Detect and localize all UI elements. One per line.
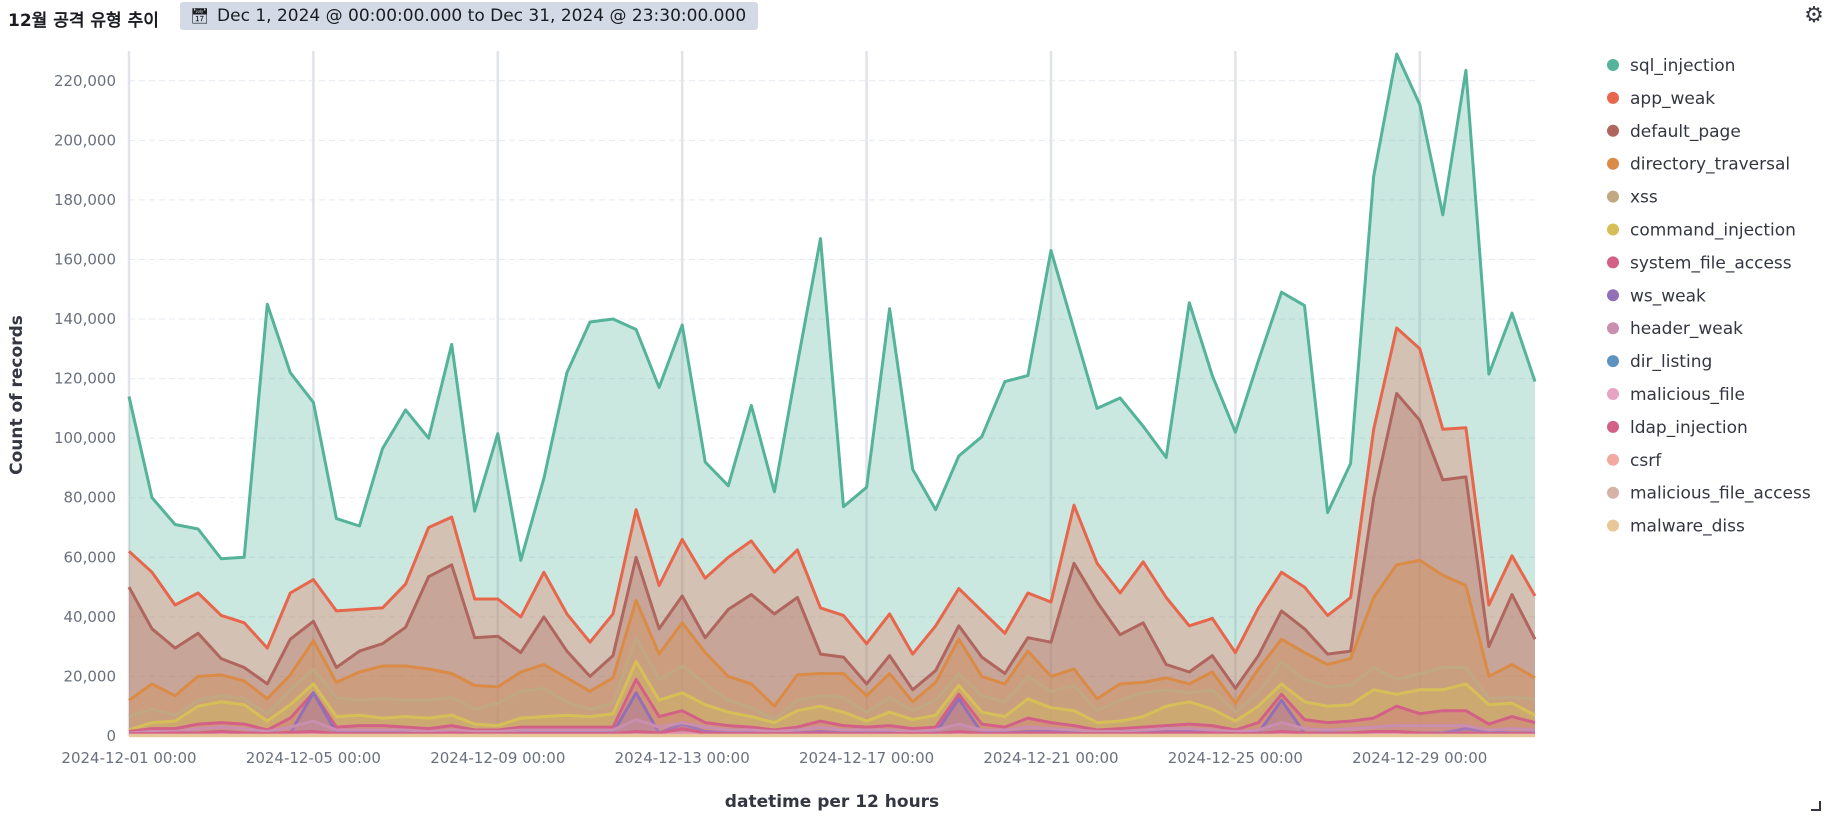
legend: sql_injection app_weak default_pagedirecto… [1607,56,1811,537]
series-area-xss [129,637,1535,736]
y-tick-label: 180,000 [54,191,116,209]
legend-item-system_file_access: system_file_access [1630,253,1792,273]
x-tick-label: 2024-12-25 00:00 [1168,749,1303,767]
y-tick-label: 40,000 [64,608,117,626]
legend-swatch [1607,322,1619,335]
y-tick-label: 20,000 [64,667,117,685]
x-axis-ticks: 2024-12-01 00:00 2024-12-05 00:00 2024-12-… [61,749,1487,767]
x-axis-title: datetime per 12 hours [725,792,939,812]
series-area-command_injection [129,661,1535,736]
calendar-icon: 📅︎ [190,7,210,25]
legend-item-directory_traversal: directory_traversal [1630,155,1790,175]
series-area-sql_injection [129,54,1535,736]
x-tick-label: 2024-12-17 00:00 [799,749,934,767]
y-tick-label: 60,000 [64,548,117,566]
legend-swatch [1607,486,1619,499]
legend-item-dir_listing: dir_listing [1630,352,1712,372]
grid-lines [127,51,1535,737]
y-tick-label: 200,000 [54,131,116,149]
y-axis-title: Count of records [7,315,27,475]
x-tick-label: 2024-12-01 00:00 [61,749,196,767]
legend-item-sql_injection: sql_injection [1630,56,1735,76]
series-line-default_page [127,392,1537,692]
series-line-app_weak [127,326,1537,656]
time-range-text: Dec 1, 2024 @ 00:00:00.000 to Dec 31, 20… [217,6,747,26]
series-line-command_injection [128,660,1536,732]
y-tick-label: 220,000 [54,72,116,90]
series-line-directory_traversal [128,558,1536,708]
legend-item-malicious_file_access: malicious_file_access [1630,484,1811,504]
legend-swatch [1607,453,1619,466]
x-tick-label: 2024-12-13 00:00 [615,749,750,767]
time-range-badge[interactable]: 📅︎ Dec 1, 2024 @ 00:00:00.000 to Dec 31,… [180,2,759,30]
legend-swatch [1607,59,1619,71]
series-areas [127,52,1537,738]
legend-item-malware_diss: malware_diss [1630,517,1745,537]
series-line-sql_injection [127,52,1537,562]
legend-swatch [1607,519,1619,532]
x-tick-label: 2024-12-05 00:00 [246,749,381,767]
y-axis-ticks: 0 20,000 40,000 60,000 80,000 100,000 120,000 1… [54,72,116,745]
legend-swatch [1607,256,1619,269]
x-tick-label: 2024-12-29 00:00 [1352,749,1487,767]
legend-item-default_page: default_page [1630,122,1741,142]
y-tick-label: 160,000 [54,250,116,268]
legend-swatch [1607,124,1619,137]
legend-item-header_weak: header_weak [1630,319,1743,339]
series-area-default_page [129,393,1535,736]
y-tick-label: 120,000 [54,370,116,388]
legend-swatch [1607,388,1619,400]
series-area-app_weak [129,328,1535,736]
legend-swatch [1607,289,1619,302]
legend-swatch [1607,355,1619,368]
series-line-header_weak [128,718,1536,735]
legend-item-command_injection: command_injection [1630,221,1796,241]
x-tick-label: 2024-12-21 00:00 [983,749,1118,767]
legend-item-csrf: csrf [1630,451,1662,471]
resize-handle-icon[interactable] [1811,801,1821,811]
legend-item-xss: xss [1630,188,1658,208]
panel-header: 12월 공격 유형 추이 📅︎ Dec 1, 2024 @ 00:00:00.0… [0,0,1833,34]
legend-swatch [1607,190,1619,203]
legend-swatch [1607,420,1619,433]
legend-swatch [1607,91,1619,104]
series-line-xss [128,636,1536,722]
legend-swatch [1607,223,1619,236]
x-tick-label: 2024-12-09 00:00 [430,749,565,767]
panel-title: 12월 공격 유형 추이 [8,11,159,31]
legend-item-ldap_injection: ldap_injection [1630,418,1748,438]
gear-icon[interactable]: ⚙ [1804,2,1824,28]
legend-item-malicious_file: malicious_file [1630,385,1745,405]
y-tick-label: 0 [106,727,116,745]
series-line-system_file_access [128,677,1536,733]
legend-swatch [1607,157,1619,170]
y-tick-label: 80,000 [64,489,117,507]
legend-item-ws_weak: ws_weak [1630,286,1706,306]
y-tick-label: 140,000 [54,310,116,328]
y-tick-label: 100,000 [54,429,116,447]
legend-item-app_weak: app_weak [1630,89,1715,109]
